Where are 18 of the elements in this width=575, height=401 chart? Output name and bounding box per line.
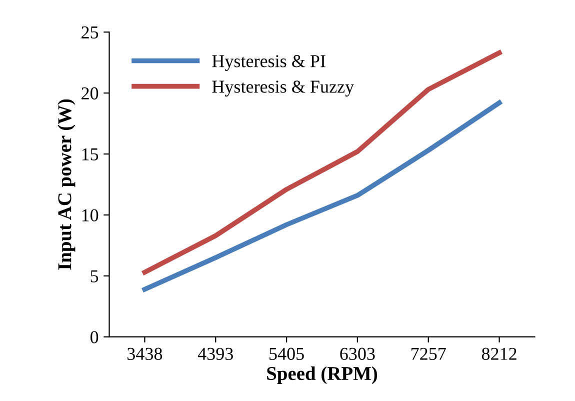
x-tick-label: 5405 bbox=[270, 348, 304, 360]
y-tick-label: 5 bbox=[90, 270, 98, 282]
x-tick-label: 4393 bbox=[198, 348, 233, 360]
x-tick-label: 8212 bbox=[482, 348, 516, 360]
legend-label: Hysteresis & Fuzzy bbox=[212, 80, 354, 97]
line-series bbox=[142, 100, 502, 292]
y-tick-label: 20 bbox=[82, 87, 98, 100]
x-tick-label: 3438 bbox=[128, 348, 162, 360]
y-tick-label: 0 bbox=[90, 331, 98, 344]
x-tick-label: 7257 bbox=[412, 348, 446, 360]
x-axis-title: Speed (RPM) bbox=[267, 366, 378, 384]
y-axis-title: Input AC power (W) bbox=[58, 99, 76, 270]
y-tick-label: 10 bbox=[82, 209, 98, 222]
x-tick-label: 6303 bbox=[340, 348, 375, 360]
legend-label: Hysteresis & PI bbox=[212, 55, 326, 71]
y-tick-label: 25 bbox=[82, 26, 98, 39]
line-series bbox=[142, 50, 502, 275]
y-tick-label: 15 bbox=[82, 148, 98, 160]
